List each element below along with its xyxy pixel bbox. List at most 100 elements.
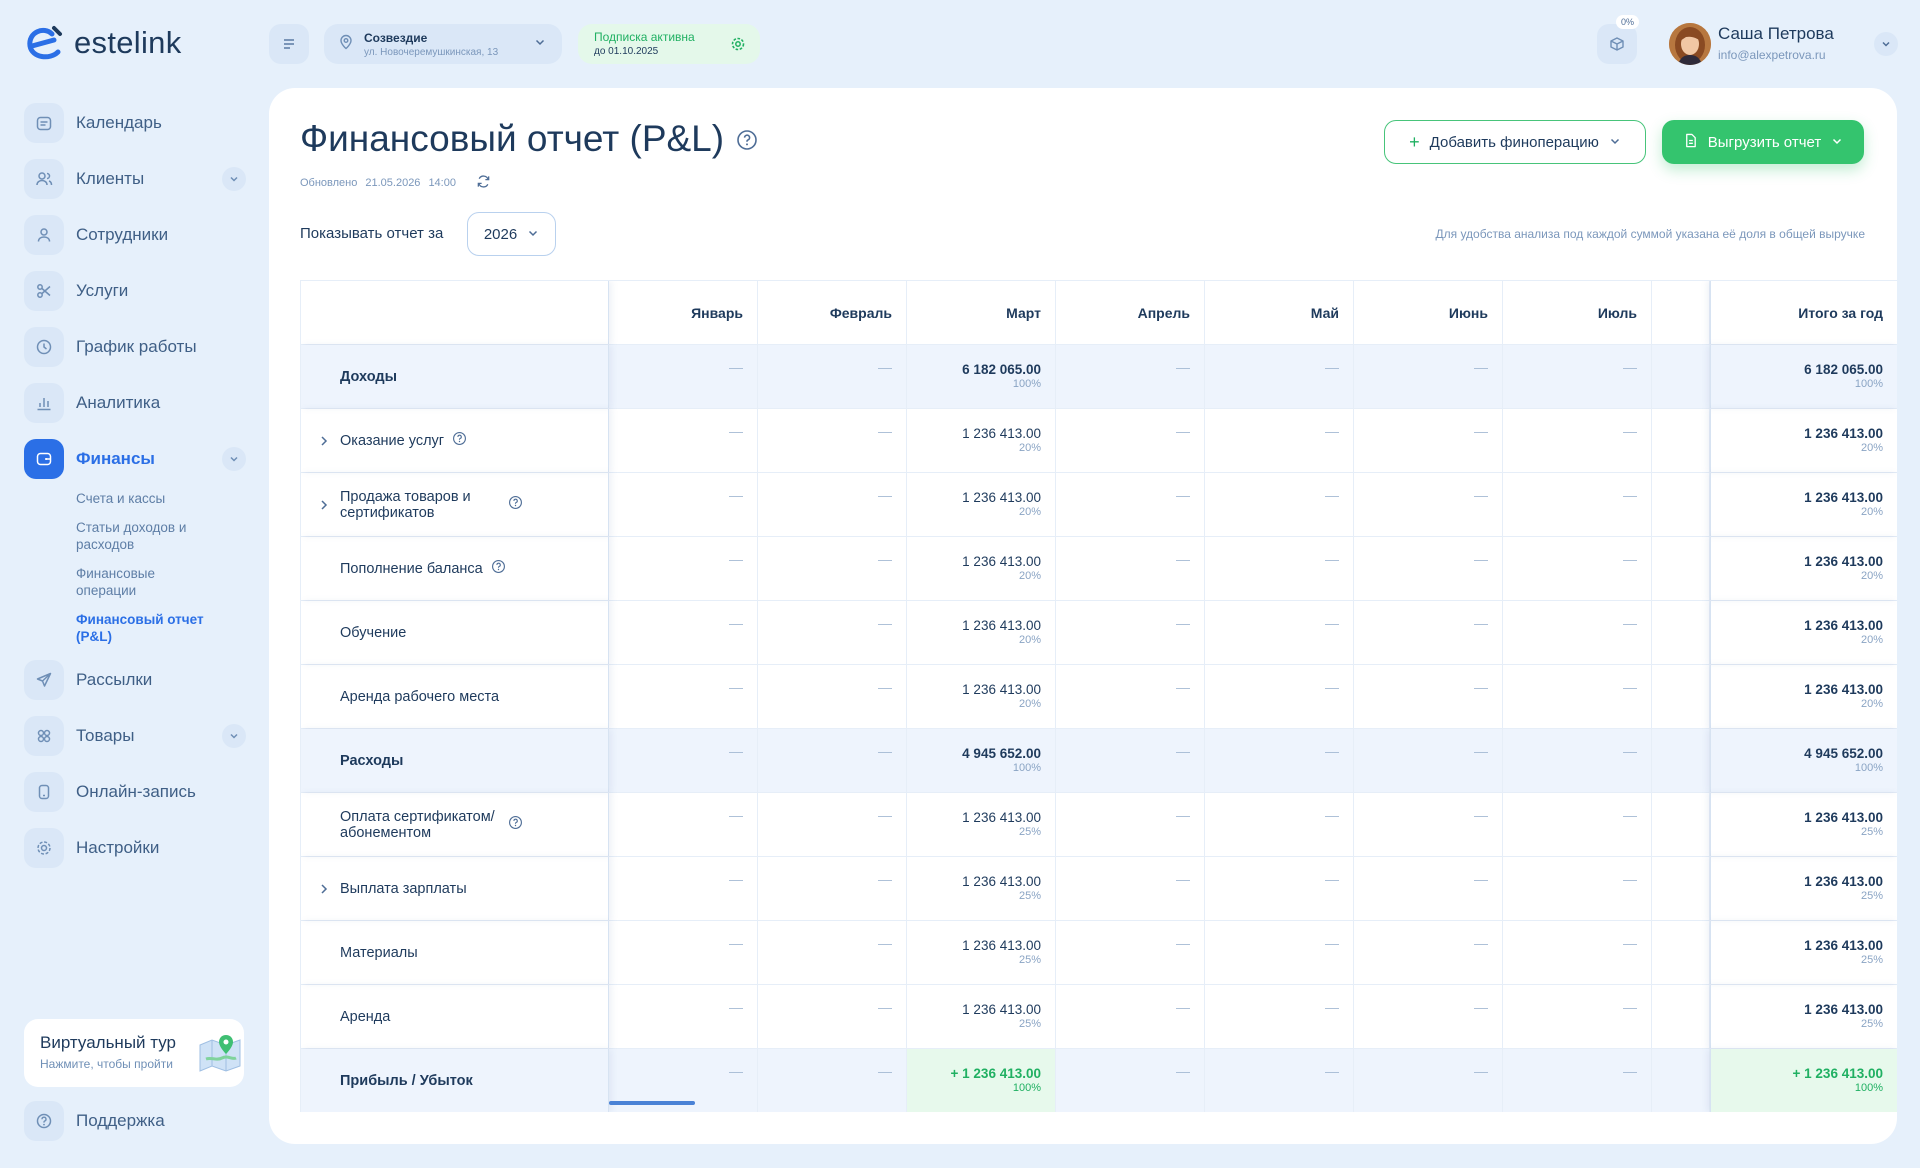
cell-empty: — [1474, 999, 1488, 1015]
total-share: 25% [1860, 954, 1883, 966]
month-value-cell: 1 236 413.00 25% [907, 793, 1056, 856]
sidebar-item-staff[interactable]: Сотрудники [24, 212, 246, 258]
virtual-tour-card[interactable]: Виртуальный тур Нажмите, чтобы пройти [24, 1019, 244, 1087]
sidebar-item-mailings[interactable]: Рассылки [24, 657, 246, 703]
month-value-cell: — [1056, 793, 1205, 856]
help-icon[interactable] [508, 495, 523, 514]
export-report-button[interactable]: Выгрузить отчет [1662, 120, 1864, 164]
table-header-row: Январь Февраль Март Апрель Май Июнь Июль Итого … [301, 281, 1897, 345]
menu-toggle-button[interactable] [269, 24, 309, 64]
cell-empty: — [1325, 871, 1339, 887]
sidebar-item-label: Товары [76, 726, 135, 745]
month-header-label: Май [1310, 305, 1339, 321]
year-select[interactable]: 2026 [467, 212, 556, 256]
table-row[interactable]: Продажа товаров и сертификатов — — 1 236 41… [301, 473, 1897, 537]
subnav-item-accounts[interactable]: Счета и кассы [76, 491, 166, 506]
progress-button[interactable]: 0% [1597, 15, 1639, 64]
table-row[interactable]: Оказание услуг — —1 236 413.00 20% — — — —1 236… [301, 409, 1897, 473]
month-value-cell: — [1056, 409, 1205, 472]
sidebar-item-booking[interactable]: Онлайн-запись [24, 769, 246, 815]
subnav-item-pl-report[interactable]: Финансовый отчет (P&L) [76, 612, 204, 644]
sidebar-item-label: Онлайн-запись [76, 782, 196, 801]
sidebar-item-support[interactable]: Поддержка [24, 1101, 165, 1141]
total-share: 100% [1854, 1082, 1883, 1094]
cell-amount: 1 236 413.00 [962, 938, 1041, 953]
header-month-cell: Июль [1503, 281, 1652, 344]
month-value-cell: — [609, 601, 758, 664]
month-header-label: Апрель [1137, 305, 1190, 321]
sidebar-item-settings[interactable]: Настройки [24, 825, 246, 871]
sidebar-item-calendar[interactable]: Календарь [24, 100, 246, 146]
help-icon[interactable] [452, 431, 467, 450]
user-menu-chevron-icon[interactable] [1874, 32, 1898, 56]
total-share: 25% [1860, 826, 1883, 838]
cell-empty: — [729, 871, 743, 887]
row-name-text: Продажа товаров и сертификатов [340, 488, 471, 521]
total-share: 100% [1854, 378, 1883, 390]
total-value-cell: 1 236 413.00 20% [1710, 665, 1897, 728]
total-share: 25% [1860, 890, 1883, 902]
add-operation-button[interactable]: + Добавить финоперацию [1384, 120, 1646, 164]
chevron-down-icon[interactable] [222, 447, 246, 471]
app-logo[interactable]: estelink [24, 22, 182, 64]
user-name[interactable]: Саша Петрова [1718, 24, 1834, 43]
cell-empty: — [729, 807, 743, 823]
chevron-right-icon[interactable] [319, 881, 331, 897]
cell-amount: + 1 236 413.00 [950, 1066, 1041, 1081]
row-name-text: Аренда рабочего места [340, 688, 500, 705]
row-name: Продажа товаров и сертификатов [340, 473, 523, 536]
gap-cell [1653, 1049, 1710, 1112]
location-selector[interactable]: Созвездие ул. Новочеремушкинская, 13 [324, 24, 562, 64]
month-value-cell: — [1503, 473, 1652, 536]
month-value-cell: — [1503, 665, 1652, 728]
horizontal-scrollbar[interactable] [609, 1101, 695, 1105]
row-name-cell: Пополнение баланса [301, 537, 609, 600]
cell-empty: — [729, 551, 743, 567]
row-name-text: Оплата сертификатом/ абонементом [340, 808, 495, 841]
sidebar-item-finance[interactable]: Финансы [24, 436, 246, 482]
section-row: Доходы — —6 182 065.00 100% — — — —6 182 065.00… [301, 345, 1897, 409]
sidebar-item-label: Клиенты [76, 169, 145, 188]
month-value-cell: — [1056, 857, 1205, 920]
month-value-cell: — [1056, 345, 1205, 408]
total-value-cell: 1 236 413.00 20% [1710, 409, 1897, 472]
cell-empty: — [1176, 935, 1190, 951]
subnav-item-articles[interactable]: Статьи доходов и расходов [76, 520, 187, 552]
sidebar-item-label: Настройки [76, 838, 160, 857]
cell-empty: — [1176, 999, 1190, 1015]
updated-date: 21.05.2026 [365, 177, 421, 189]
subscription-status[interactable]: Подписка активна до 01.10.2025 [578, 24, 760, 64]
table-row[interactable]: Выплата зарплаты — —1 236 413.00 25% — — — —1 2… [301, 857, 1897, 921]
gap-cell [1653, 985, 1710, 1048]
help-icon[interactable] [491, 559, 506, 578]
sidebar-item-schedule[interactable]: График работы [24, 324, 246, 370]
cell-amount: 1 236 413.00 [962, 1002, 1041, 1017]
row-name-cell: Оплата сертификатом/ абонементом [301, 793, 609, 856]
help-icon[interactable] [736, 118, 758, 160]
cell-amount: 1 236 413.00 [962, 618, 1041, 633]
chevron-right-icon[interactable] [319, 433, 331, 449]
sidebar-item-clients[interactable]: Клиенты [24, 156, 246, 202]
pl-table: Январь Февраль Март Апрель Май Июнь Июль Итого … [300, 280, 1897, 1112]
cell-empty: — [1623, 679, 1637, 695]
sidebar-item-goods[interactable]: Товары [24, 713, 246, 759]
avatar[interactable] [1669, 23, 1711, 65]
month-value-cell: — [609, 729, 758, 792]
total-share: 20% [1860, 570, 1883, 582]
cell-empty: — [878, 423, 892, 439]
refresh-icon[interactable] [476, 174, 491, 192]
table-row: Пополнение баланса — —1 236 413.00 20% — — — —1… [301, 537, 1897, 601]
row-name: Пополнение баланса [340, 537, 506, 600]
subnav-item-operations[interactable]: Финансовые операции [76, 566, 156, 598]
sidebar-item-services[interactable]: Услуги [24, 268, 246, 314]
total-share: 20% [1860, 634, 1883, 646]
month-value-cell: 1 236 413.00 20% [907, 537, 1056, 600]
cell-empty: — [878, 679, 892, 695]
month-value-cell: — [609, 665, 758, 728]
help-icon[interactable] [508, 815, 523, 834]
header-month-cell: Март [907, 281, 1056, 344]
chevron-right-icon[interactable] [319, 497, 331, 513]
chevron-down-icon[interactable] [222, 167, 246, 191]
sidebar-item-analytics[interactable]: Аналитика [24, 380, 246, 426]
chevron-down-icon[interactable] [222, 724, 246, 748]
